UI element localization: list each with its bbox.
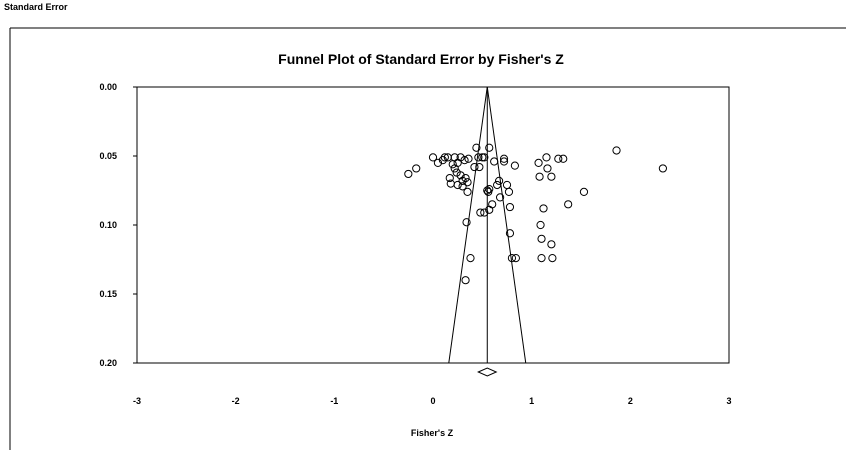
- data-point: [658, 164, 667, 173]
- data-point: [474, 153, 483, 162]
- x-tick-label: 2: [628, 396, 633, 406]
- data-point: [493, 180, 502, 190]
- data-point: [499, 157, 509, 166]
- data-point: [536, 220, 545, 230]
- data-point: [440, 153, 449, 162]
- y-tick-label: 0.20: [99, 358, 117, 368]
- chart-title: Funnel Plot of Standard Error by Fisher'…: [278, 51, 564, 67]
- data-point: [464, 154, 473, 163]
- y-tick-label: 0.00: [99, 82, 117, 92]
- data-point: [505, 229, 515, 238]
- data-point: [438, 156, 447, 165]
- data-point: [507, 254, 517, 263]
- data-point: [534, 158, 543, 167]
- data-point: [458, 176, 467, 185]
- summary-diamond-group: [477, 367, 498, 377]
- data-point: [461, 173, 470, 183]
- data-point: [480, 153, 489, 162]
- data-point: [428, 153, 438, 162]
- data-point: [466, 254, 475, 263]
- data-point: [579, 187, 589, 196]
- data-point: [456, 171, 465, 180]
- data-point: [495, 193, 505, 202]
- data-point: [463, 178, 472, 187]
- x-tick-label: 0: [430, 396, 435, 406]
- data-point: [485, 185, 494, 194]
- plot-area: [136, 86, 730, 364]
- outer-frame: [9, 27, 846, 450]
- x-tick-label: -2: [232, 396, 240, 406]
- funnel-right-line: [486, 86, 527, 364]
- data-point: [453, 158, 462, 167]
- data-point: [460, 156, 469, 165]
- data-point: [547, 172, 556, 181]
- data-point: [450, 164, 459, 173]
- data-point: [537, 234, 546, 243]
- data-point: [458, 182, 467, 191]
- y-tick-label: 0.10: [99, 220, 117, 230]
- y-axis-ticks: 0.00 0.05 0.10 0.15 0.20: [99, 82, 137, 368]
- data-point: [612, 146, 621, 155]
- y-tick-label: 0.15: [99, 289, 117, 299]
- data-point: [488, 200, 497, 209]
- data-point: [543, 164, 552, 173]
- data-point: [448, 160, 457, 169]
- data-point: [472, 143, 481, 152]
- y-tick-label: 0.05: [99, 151, 117, 161]
- data-point: [502, 180, 512, 190]
- data-point: [559, 154, 568, 163]
- funnel-lines: [448, 86, 527, 364]
- x-axis-label: Fisher's Z: [411, 428, 454, 438]
- data-point: [537, 254, 546, 263]
- window-caption: Standard Error: [4, 2, 68, 12]
- data-point: [504, 187, 514, 196]
- data-point: [548, 254, 557, 263]
- data-point: [564, 200, 573, 209]
- data-point: [511, 254, 520, 263]
- x-tick-label: -1: [330, 396, 338, 406]
- data-point: [433, 158, 443, 167]
- data-point: [539, 204, 548, 213]
- data-point: [480, 208, 489, 217]
- data-point: [475, 162, 484, 172]
- data-point: [547, 240, 556, 249]
- x-axis-ticks: -3 -2 -1 0 1 2 3: [133, 396, 732, 406]
- data-point: [476, 208, 485, 217]
- data-point: [453, 180, 462, 190]
- data-point: [535, 172, 544, 181]
- x-tick-label: -3: [133, 396, 141, 406]
- x-tick-label: 1: [529, 396, 534, 406]
- data-point: [404, 169, 413, 179]
- data-point: [495, 176, 504, 185]
- data-point: [542, 153, 551, 162]
- data-point: [462, 218, 471, 227]
- funnel-left-line: [448, 86, 488, 364]
- data-point: [554, 154, 563, 163]
- data-point: [478, 153, 487, 162]
- data-point: [470, 162, 479, 172]
- data-point: [499, 154, 509, 163]
- data-points: [404, 143, 667, 285]
- data-point: [505, 202, 515, 212]
- data-point: [510, 161, 519, 170]
- data-point: [485, 143, 494, 152]
- data-point: [483, 186, 492, 195]
- data-point: [445, 173, 454, 183]
- data-point: [490, 157, 499, 166]
- summary-diamond: [477, 367, 498, 377]
- data-point: [463, 187, 472, 196]
- x-tick-label: 3: [726, 396, 731, 406]
- data-point: [461, 276, 470, 285]
- data-point: [412, 164, 421, 173]
